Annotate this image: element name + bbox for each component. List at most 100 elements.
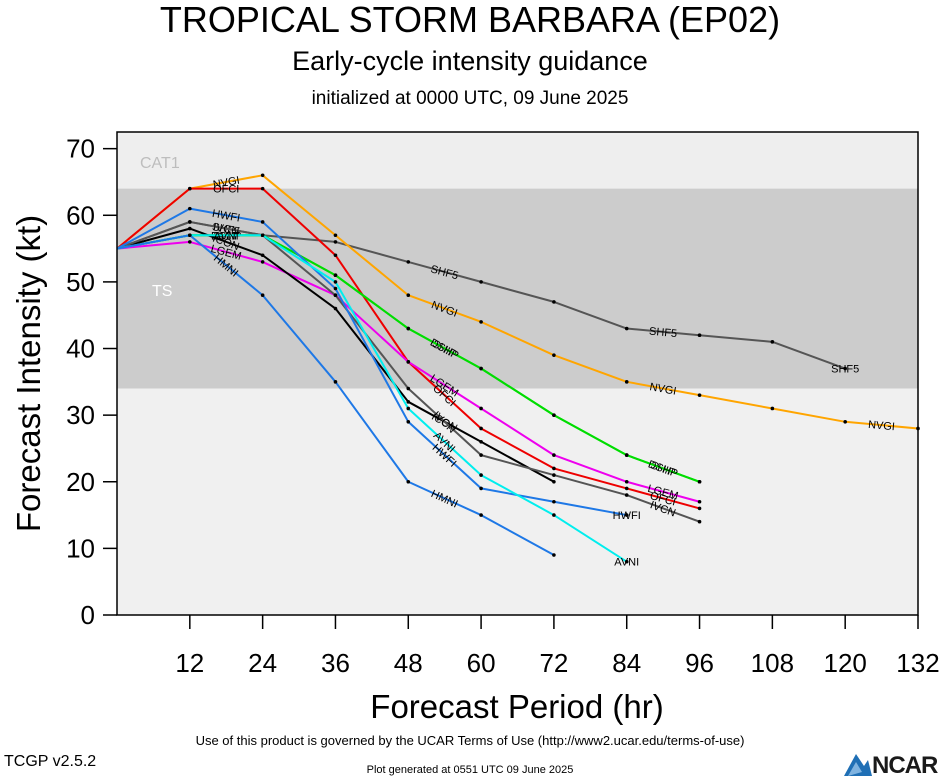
series-point (406, 387, 410, 391)
x-tick-label: 132 (896, 648, 939, 678)
chart-subtitle: Early-cycle intensity guidance (0, 46, 940, 76)
y-tick-label: 70 (66, 134, 95, 164)
y-tick-label: 0 (81, 600, 95, 630)
series-point (334, 253, 338, 257)
series-point (625, 453, 629, 457)
series-point (334, 273, 338, 277)
band-label-ts: TS (152, 283, 172, 300)
series-point (698, 393, 702, 397)
terms-of-use: Use of this product is governed by the U… (0, 733, 940, 748)
series-point (479, 280, 483, 284)
ncar-logo: NCAR (842, 748, 940, 780)
series-point (406, 293, 410, 297)
y-tick-label: 20 (66, 467, 95, 497)
series-point (261, 220, 265, 224)
series-label: OFCI (213, 184, 239, 196)
series-point (625, 493, 629, 497)
generated-time: Plot generated at 0551 UTC 09 June 2025 (0, 764, 940, 776)
series-label: NVGI (868, 419, 896, 433)
series-point (698, 520, 702, 524)
series-point (406, 327, 410, 331)
band-label-cat1: CAT1 (140, 155, 180, 172)
series-point (261, 174, 265, 178)
series-point (479, 453, 483, 457)
series-point (552, 473, 556, 477)
series-point (479, 427, 483, 431)
series-point (552, 480, 556, 484)
series-point (552, 467, 556, 471)
series-point (406, 260, 410, 264)
series-point (334, 233, 338, 237)
series-point (552, 513, 556, 517)
x-tick-label: 12 (175, 648, 204, 678)
x-tick-label: 60 (467, 648, 496, 678)
series-label: HWFI (613, 510, 641, 522)
x-tick-label: 108 (751, 648, 794, 678)
series-point (625, 487, 629, 491)
series-point (479, 473, 483, 477)
x-tick-label: 24 (248, 648, 277, 678)
series-point (552, 553, 556, 557)
series-point (334, 380, 338, 384)
x-tick-label: 48 (394, 648, 423, 678)
series-point (479, 513, 483, 517)
series-point (552, 500, 556, 504)
chart-title: TROPICAL STORM BARBARA (EP02) (0, 0, 940, 40)
series-point (188, 233, 192, 237)
series-point (188, 227, 192, 231)
y-tick-label: 10 (66, 533, 95, 563)
series-point (334, 307, 338, 311)
series-label: AVNI (614, 557, 639, 569)
x-axis-title: Forecast Period (hr) (370, 688, 663, 725)
series-point (334, 287, 338, 291)
series-point (843, 420, 847, 424)
series-point (625, 327, 629, 331)
series-point (406, 407, 410, 411)
series-point (188, 240, 192, 244)
series-point (479, 440, 483, 444)
series-point (479, 407, 483, 411)
x-tick-label: 72 (539, 648, 568, 678)
series-point (479, 320, 483, 324)
series-point (261, 187, 265, 191)
y-tick-label: 60 (66, 200, 95, 230)
series-point (479, 367, 483, 371)
series-point (625, 480, 629, 484)
logo-text: NCAR (872, 752, 937, 780)
series-point (625, 380, 629, 384)
series-point (406, 360, 410, 364)
series-point (406, 480, 410, 484)
series-point (552, 300, 556, 304)
series-point (698, 480, 702, 484)
series-point (552, 413, 556, 417)
y-tick-label: 50 (66, 267, 95, 297)
series-point (188, 187, 192, 191)
series-point (479, 487, 483, 491)
series-point (406, 420, 410, 424)
series-point (188, 220, 192, 224)
series-point (406, 400, 410, 404)
series-point (698, 507, 702, 511)
series-point (552, 453, 556, 457)
series-point (334, 293, 338, 297)
series-point (261, 253, 265, 257)
init-time: initialized at 0000 UTC, 09 June 2025 (0, 88, 940, 110)
series-label: SHF5 (648, 326, 677, 341)
series-label: SHF5 (831, 364, 859, 376)
intensity-chart: CAT1TS01020304050607012 24 36 48 60 72 84 96 108… (0, 0, 940, 780)
y-axis-title: Forecast Intensity (kt) (10, 215, 47, 532)
y-tick-label: 30 (66, 400, 95, 430)
x-tick-label: 120 (823, 648, 866, 678)
x-tick-label: 84 (612, 648, 641, 678)
series-point (261, 260, 265, 264)
series-point (334, 280, 338, 284)
series-point (771, 340, 775, 344)
series-point (698, 500, 702, 504)
series-label: AVNI (214, 230, 239, 242)
series-point (261, 233, 265, 237)
series-point (334, 240, 338, 244)
x-tick-label: 96 (685, 648, 714, 678)
series-point (771, 407, 775, 411)
series-point (188, 207, 192, 211)
series-point (552, 353, 556, 357)
